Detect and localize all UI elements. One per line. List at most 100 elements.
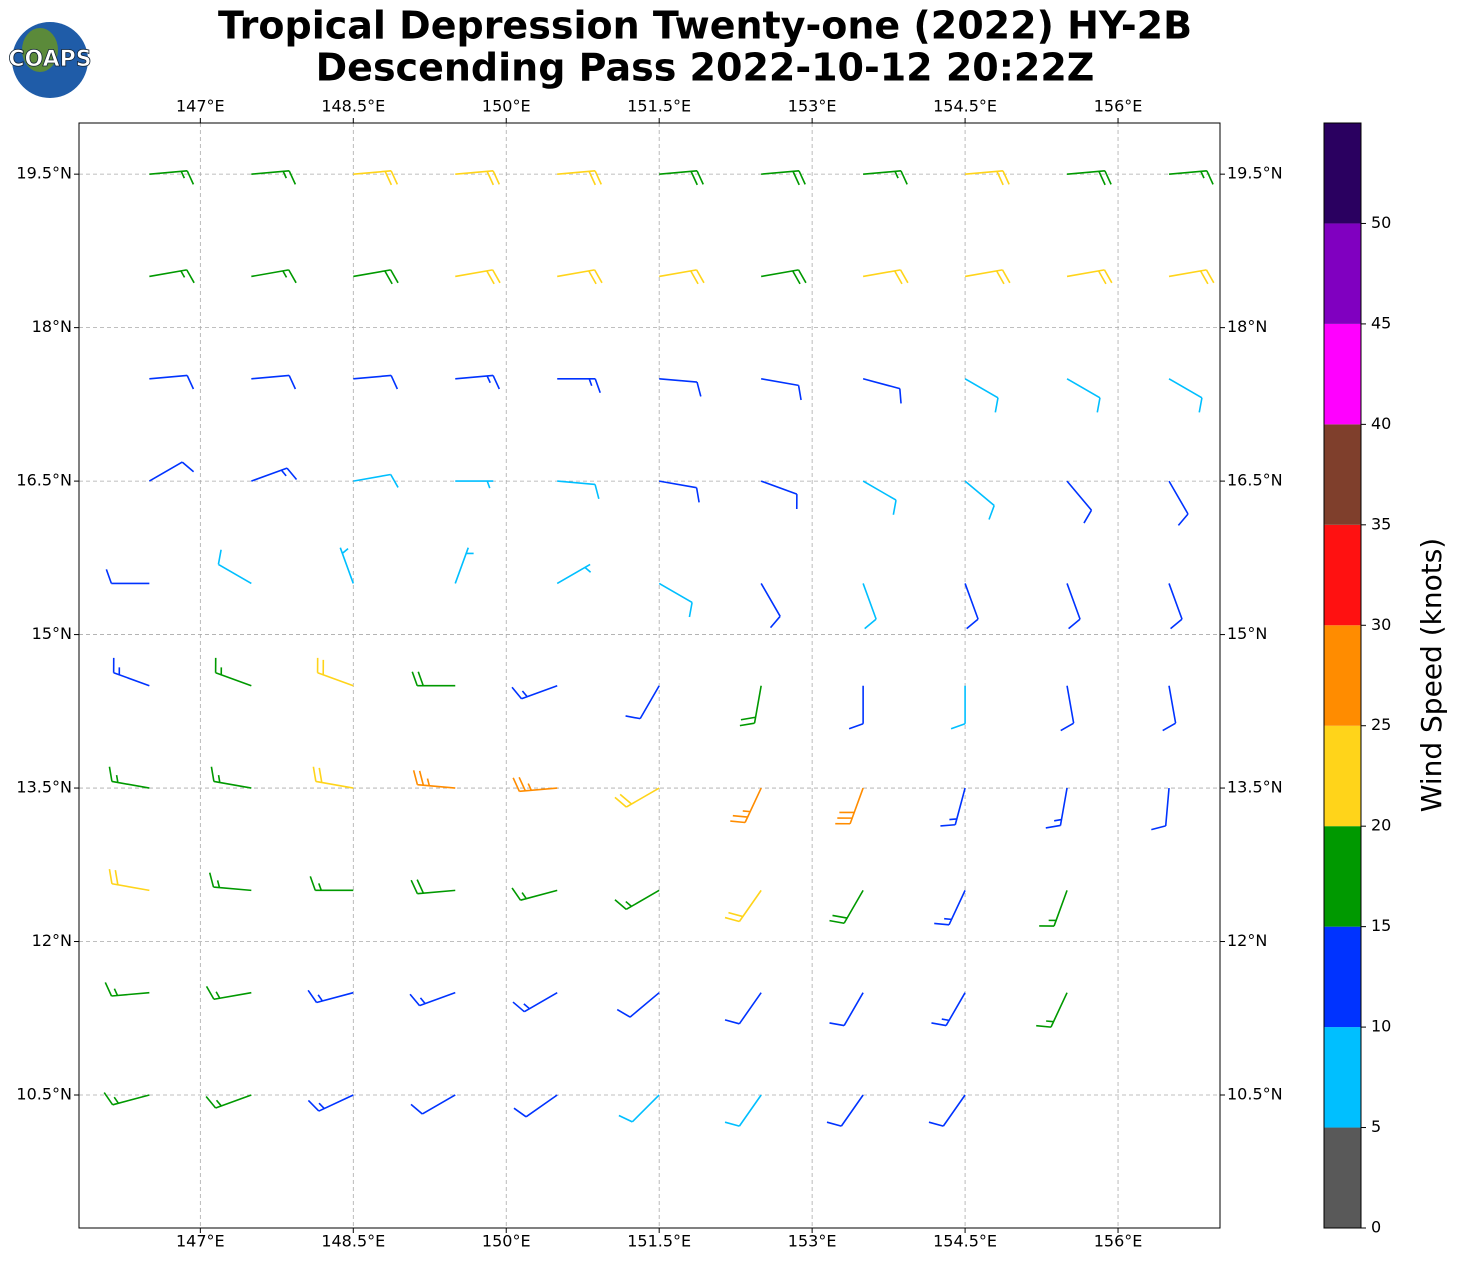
wind-barb <box>1168 378 1203 413</box>
wind-barb <box>1060 685 1075 732</box>
wind-barb <box>950 685 966 730</box>
colorbar-tick-label: 0 <box>1371 1218 1381 1237</box>
wind-barb <box>761 269 807 285</box>
wind-barb <box>205 1094 252 1109</box>
colorbar-segment <box>1324 926 1361 1028</box>
wind-barb <box>557 377 601 394</box>
chart-title: Tropical Depression Twenty-one (2022) HY… <box>218 4 1192 48</box>
wind-barb <box>724 992 762 1025</box>
wind-barb <box>251 467 298 482</box>
wind-barb <box>455 480 494 489</box>
wind-barb <box>1066 583 1081 630</box>
colorbar-tick-label: 25 <box>1371 715 1391 734</box>
y-tick-label: 13.5°N <box>16 778 72 797</box>
wind-barb <box>659 480 700 503</box>
wind-barb <box>928 1094 966 1127</box>
wind-barb <box>411 671 456 687</box>
wind-barb <box>625 685 660 720</box>
colorbar-tick-label: 40 <box>1371 414 1391 433</box>
wind-barb <box>1151 787 1170 831</box>
colorbar-tick-label: 30 <box>1371 615 1391 634</box>
x-tick-label: 148.5°E <box>321 1232 385 1251</box>
x-tick-label: 150°E <box>482 97 531 116</box>
colorbar-segment <box>1324 625 1361 726</box>
wind-barb <box>454 547 474 584</box>
logo-text: COAPS <box>8 47 91 72</box>
wind-barb <box>1066 269 1113 285</box>
x-tick-label: 153°E <box>788 97 837 116</box>
colorbar-frame <box>1323 122 1362 1229</box>
wind-barb <box>455 269 501 285</box>
wind-barb <box>659 377 702 397</box>
colorbar-segment <box>1324 1027 1361 1128</box>
colorbar-segment <box>1324 323 1361 425</box>
wind-barb <box>724 1094 762 1127</box>
colorbar-segment <box>1324 424 1361 525</box>
wind-barb <box>862 583 877 630</box>
colorbar-segment <box>1324 826 1361 927</box>
wind-barb <box>614 889 660 911</box>
wind-barb <box>1168 269 1215 285</box>
wind-barb <box>455 170 501 186</box>
wind-barb <box>410 879 456 895</box>
wind-barb <box>208 872 252 892</box>
wind-barb <box>862 378 902 404</box>
y-tick-label: 16.5°N <box>16 471 72 490</box>
wind-barb <box>108 868 150 892</box>
x-tick-label: 148.5°E <box>321 97 385 116</box>
wind-barb <box>556 563 592 585</box>
wind-barb <box>1039 890 1068 927</box>
wind-barb <box>1168 480 1189 526</box>
y-tick-label: 13.5°N <box>1227 778 1283 797</box>
wind-barb <box>934 890 966 926</box>
wind-barb <box>148 461 195 482</box>
wind-barb <box>965 170 1010 186</box>
wind-barb <box>739 685 762 727</box>
wind-barb <box>251 170 297 185</box>
wind-barb <box>862 480 897 515</box>
y-tick-label: 18°N <box>1227 317 1267 336</box>
wind-barb <box>353 269 399 285</box>
wind-barb <box>513 1094 558 1118</box>
wind-barb <box>104 982 150 997</box>
wind-barb <box>616 992 660 1018</box>
wind-barb <box>214 657 252 687</box>
logo-land <box>22 28 58 72</box>
wind-barb <box>848 685 864 730</box>
plot-frame <box>78 122 1221 1229</box>
colorbar-label: Wind Speed (knots) <box>1415 538 1448 812</box>
x-tick-label: 156°E <box>1094 1232 1143 1251</box>
wind-barb <box>112 657 150 687</box>
wind-barb <box>618 1094 660 1123</box>
colorbar-segment <box>1324 123 1361 224</box>
wind-barb <box>1045 787 1068 829</box>
wind-barb <box>339 547 355 584</box>
wind-barb <box>557 170 603 186</box>
wind-barb <box>512 776 558 793</box>
wind-barb <box>931 992 966 1027</box>
colorbar-segment <box>1324 1127 1361 1228</box>
wind-barb <box>659 269 705 285</box>
colorbar-tick-label: 35 <box>1371 514 1391 533</box>
x-tick-label: 147°E <box>176 1232 225 1251</box>
wind-barb <box>511 887 558 901</box>
wind-barb <box>760 480 798 509</box>
x-tick-label: 150°E <box>482 1232 531 1251</box>
wind-barb <box>251 269 297 284</box>
wind-barb <box>658 582 693 618</box>
y-tick-label: 12°N <box>1227 931 1267 950</box>
wind-barb <box>512 991 558 1013</box>
wind-barb <box>149 269 195 284</box>
wind-barb <box>251 374 297 390</box>
wind-barb <box>761 377 802 401</box>
wind-barb <box>307 1094 354 1112</box>
colorbar-segment <box>1324 524 1361 626</box>
colorbar-segment <box>1324 223 1361 324</box>
wind-barb <box>1162 685 1177 732</box>
wind-barb <box>412 770 456 789</box>
wind-barb <box>205 985 252 1001</box>
wind-barb <box>149 374 195 390</box>
wind-barb <box>964 480 995 520</box>
y-tick-label: 19.5°N <box>1227 164 1283 183</box>
x-tick-label: 156°E <box>1094 97 1143 116</box>
